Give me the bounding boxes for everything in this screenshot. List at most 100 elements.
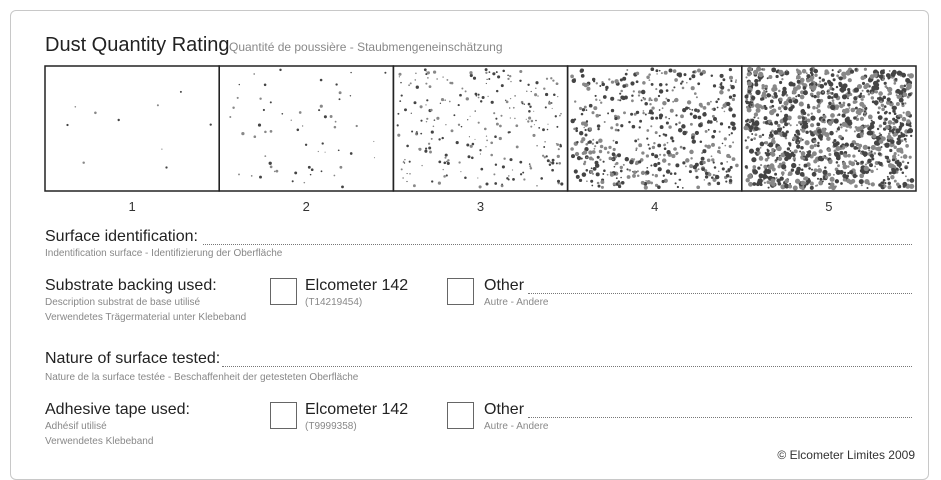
dust-dot: [807, 104, 810, 107]
dust-dot: [712, 108, 714, 110]
dust-dot: [822, 180, 824, 182]
dust-dot: [817, 142, 819, 144]
dust-dot: [729, 96, 732, 99]
dust-dot: [545, 93, 548, 96]
dust-dot: [542, 128, 545, 131]
dust-dot: [868, 131, 870, 133]
dust-dot: [466, 97, 469, 100]
dust-dot: [719, 86, 721, 88]
dust-dot: [803, 153, 805, 155]
checkbox[interactable]: [447, 402, 474, 429]
dust-dot: [726, 161, 728, 163]
dust-dot: [291, 120, 292, 121]
dust-dot: [843, 110, 847, 114]
dust-dot: [835, 107, 838, 110]
dust-dot: [689, 150, 693, 154]
dust-dot: [715, 101, 718, 104]
dust-dot: [639, 120, 642, 123]
dust-dot: [884, 82, 887, 85]
dust-dot: [513, 107, 515, 109]
dust-dot: [630, 81, 634, 85]
dust-dot: [663, 154, 666, 157]
dust-dot: [751, 96, 755, 100]
checkbox[interactable]: [270, 402, 297, 429]
dust-dot: [800, 140, 802, 142]
dust-dot: [536, 185, 538, 187]
dust-dot: [796, 144, 800, 148]
dust-dot: [756, 148, 760, 152]
dust-dot: [891, 72, 896, 77]
dust-dot: [862, 95, 865, 98]
dust-dot: [625, 73, 628, 76]
dust-dot: [583, 150, 587, 154]
dust-dot: [579, 107, 582, 110]
dust-dot: [556, 143, 557, 144]
dust-dot: [842, 94, 847, 99]
dust-dot: [665, 98, 667, 100]
dust-dot: [885, 125, 889, 129]
dust-dot: [527, 84, 529, 86]
dust-dot: [599, 159, 601, 161]
dust-dot: [449, 101, 451, 103]
dust-dot: [764, 116, 768, 120]
dust-dot: [600, 102, 602, 104]
dust-dot: [696, 185, 700, 189]
dust-dot: [239, 84, 240, 85]
dust-dot: [416, 133, 417, 134]
dust-dot: [703, 106, 707, 110]
dust-dot: [817, 144, 820, 147]
dust-dot: [514, 118, 516, 120]
dust-dot: [899, 95, 902, 98]
dust-dot: [814, 95, 817, 98]
dust-dot: [685, 158, 689, 162]
dust-dot: [836, 74, 839, 77]
dust-dot: [516, 145, 519, 148]
dust-dot: [486, 79, 487, 80]
dust-dot: [807, 114, 810, 117]
dust-dot: [617, 99, 619, 101]
checkbox[interactable]: [447, 278, 474, 305]
dust-dot: [905, 78, 910, 83]
dust-dot: [842, 87, 847, 92]
dust-dot: [680, 146, 683, 149]
dust-dot: [860, 152, 862, 154]
dust-dot: [486, 140, 488, 142]
dust-dot: [853, 108, 856, 111]
dust-dot: [875, 86, 879, 90]
dust-dot: [761, 84, 764, 87]
dust-dot: [322, 142, 324, 144]
dust-dot: [880, 101, 883, 104]
dust-dot: [595, 114, 599, 118]
dust-dot: [704, 112, 706, 114]
dust-dot: [883, 121, 887, 125]
dust-dot: [299, 111, 302, 114]
dust-dot: [441, 137, 443, 139]
option-label: Other: [484, 401, 524, 419]
dust-panel: [393, 66, 567, 191]
dust-dot: [713, 174, 715, 176]
dust-dot: [846, 117, 850, 121]
dust-dot: [598, 139, 602, 143]
dust-dot: [804, 176, 808, 180]
dust-dot: [755, 90, 760, 95]
dust-dot: [308, 166, 311, 169]
dust-dot: [649, 103, 651, 105]
dust-dot: [655, 117, 658, 120]
dust-dot: [531, 91, 532, 92]
dust-dot: [655, 174, 658, 177]
dust-dot: [833, 174, 835, 176]
dust-dot: [704, 179, 706, 181]
fill-line: [222, 366, 912, 367]
dust-dot: [898, 141, 901, 144]
dust-dot: [709, 182, 711, 184]
dust-dot: [775, 75, 778, 78]
checkbox[interactable]: [270, 278, 297, 305]
dust-dot: [803, 86, 807, 90]
dust-dot: [599, 99, 601, 101]
dust-dot: [534, 93, 537, 96]
dust-dot: [902, 172, 905, 175]
dust-dot: [701, 157, 705, 161]
dust-dot: [878, 91, 883, 96]
dust-dot: [608, 146, 611, 149]
dust-dot: [747, 136, 750, 139]
